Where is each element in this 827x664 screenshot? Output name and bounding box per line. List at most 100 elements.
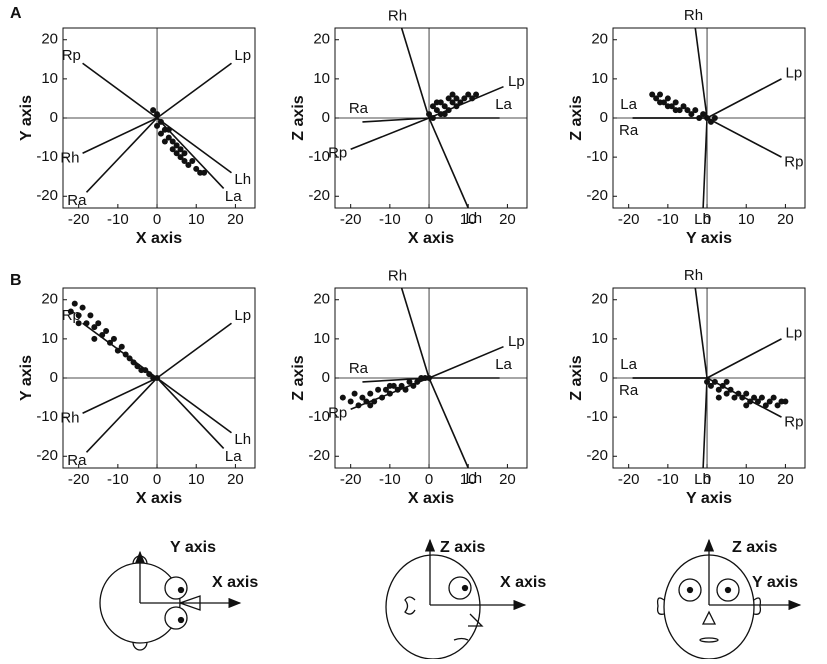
x-tick-label: -10	[379, 211, 401, 228]
diagram-axis-label: X axis	[500, 574, 546, 591]
y-axis-label: Z axis	[290, 95, 307, 140]
data-point	[367, 402, 374, 409]
y-axis-label: Y axis	[18, 355, 35, 401]
data-point	[758, 394, 765, 401]
data-point	[130, 359, 137, 366]
data-point	[445, 107, 452, 114]
data-point	[173, 150, 180, 157]
y-tick-label: 10	[591, 330, 608, 347]
data-point	[375, 386, 382, 393]
data-point	[727, 386, 734, 393]
x-tick-label: 20	[227, 211, 244, 228]
vector-label: La	[225, 188, 242, 205]
data-point	[766, 398, 773, 405]
data-point	[653, 95, 660, 102]
x-tick-label: 10	[460, 211, 477, 228]
x-tick-label: 0	[703, 471, 711, 488]
head-side-view	[385, 538, 527, 660]
data-point	[664, 95, 671, 102]
data-point	[134, 363, 141, 370]
data-point	[193, 165, 200, 172]
vector-label: Rp	[784, 414, 803, 431]
data-point	[429, 103, 436, 110]
vector-label: Rh	[60, 149, 79, 166]
canal-vector	[400, 27, 430, 119]
x-tick-label: -20	[340, 211, 362, 228]
canal-vector	[706, 338, 782, 379]
data-point	[449, 99, 456, 106]
vector-label: Rh	[388, 267, 407, 284]
canal-vector	[82, 377, 158, 414]
x-tick-label: 20	[777, 471, 794, 488]
y-tick-label: 0	[50, 369, 58, 386]
data-point	[359, 394, 366, 401]
data-point	[441, 103, 448, 110]
vector-label: Ra	[349, 100, 369, 117]
x-tick-label: -20	[68, 471, 90, 488]
data-point	[165, 134, 172, 141]
y-tick-label: 10	[313, 70, 330, 87]
vector-label: Rh	[388, 7, 407, 24]
data-point	[83, 320, 90, 327]
canal-vector	[702, 117, 708, 209]
data-point	[426, 111, 433, 118]
canal-vector	[694, 27, 708, 119]
x-tick-label: 0	[153, 211, 161, 228]
y-tick-label: 20	[591, 291, 608, 308]
vector-label: La	[225, 448, 242, 465]
data-point	[453, 103, 460, 110]
y-tick-label: 20	[313, 291, 330, 308]
y-tick-label: 20	[41, 291, 58, 308]
y-tick-label: 0	[600, 109, 608, 126]
vector-label: Lh	[465, 470, 482, 487]
data-point	[75, 320, 82, 327]
y-tick-label: 10	[313, 330, 330, 347]
data-point	[347, 398, 354, 405]
data-point	[371, 398, 378, 405]
panel-label: B	[10, 272, 22, 289]
data-point	[469, 95, 476, 102]
data-point	[688, 111, 695, 118]
head-front-view	[656, 538, 802, 660]
data-point	[402, 386, 409, 393]
y-tick-label: -20	[36, 447, 58, 464]
x-axis-label: Y axis	[686, 230, 732, 247]
data-point	[79, 304, 86, 311]
data-point	[201, 169, 208, 176]
vector-label: Lp	[234, 47, 251, 64]
data-point	[367, 390, 374, 397]
data-point	[382, 386, 389, 393]
data-point	[410, 382, 417, 389]
data-point	[762, 402, 769, 409]
vector-label: Lh	[694, 471, 711, 488]
data-point	[67, 308, 74, 315]
x-tick-label: 0	[425, 211, 433, 228]
canal-vector	[85, 117, 158, 193]
x-tick-label: -20	[340, 471, 362, 488]
data-point	[157, 118, 164, 125]
x-tick-label: 0	[153, 471, 161, 488]
data-point	[707, 118, 714, 125]
y-axis-label: Z axis	[568, 355, 585, 400]
data-point	[154, 111, 161, 118]
data-point	[700, 111, 707, 118]
y-tick-label: 20	[41, 31, 58, 48]
canal-vector	[428, 117, 469, 209]
data-point	[715, 394, 722, 401]
y-tick-label: 0	[322, 369, 330, 386]
data-point	[414, 378, 421, 385]
canal-vector	[156, 117, 232, 174]
data-point	[735, 390, 742, 397]
vector-label: La	[620, 96, 637, 113]
data-point	[146, 371, 153, 378]
data-point	[339, 394, 346, 401]
x-tick-label: -10	[107, 471, 129, 488]
vector-label: Ra	[349, 360, 369, 377]
data-point	[723, 390, 730, 397]
y-tick-label: 20	[313, 31, 330, 48]
data-point	[71, 300, 78, 307]
data-point	[110, 335, 117, 342]
vector-label: La	[495, 96, 512, 113]
diagram-axis-label: Y axis	[752, 574, 798, 591]
